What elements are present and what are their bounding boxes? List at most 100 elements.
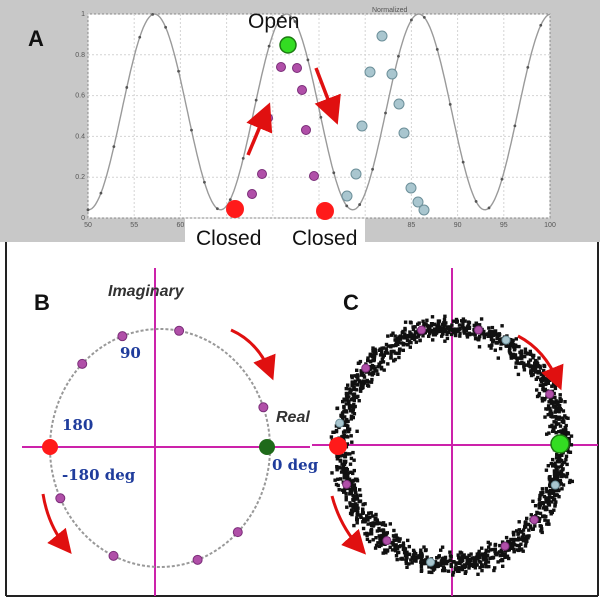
y-tick-label: 0.8: [75, 52, 85, 59]
scatter-point: [439, 559, 444, 563]
scatter-point: [392, 349, 396, 354]
scatter-point: [559, 482, 563, 486]
scatter-point: [344, 495, 348, 499]
scatter-point: [457, 556, 461, 560]
scatter-point: [554, 420, 558, 424]
scatter-point: [457, 566, 461, 570]
scatter-point: [335, 468, 339, 472]
scatter-point: [544, 486, 548, 491]
scatter-point: [417, 321, 421, 325]
scatter-point: [478, 334, 482, 339]
scatter-point: [352, 458, 356, 462]
scatter-point: [436, 564, 440, 568]
scatter-point: [349, 479, 353, 483]
scatter-point: [346, 419, 350, 423]
y-tick-labels: 0 0.2 0.4 0.6 0.8 1: [75, 11, 85, 222]
series-point: [371, 167, 374, 171]
scatter-point: [367, 372, 372, 376]
scatter-point: [376, 372, 380, 376]
scatter-point: [454, 317, 459, 322]
scatter-point: [369, 532, 374, 536]
scatter-point: [398, 544, 403, 548]
scatter-point: [489, 336, 494, 340]
scatter-point: [466, 561, 471, 565]
scatter-point: [419, 562, 424, 566]
scatter-point: [473, 560, 478, 564]
scatter-point: [560, 416, 564, 420]
scatter-point: [561, 409, 566, 413]
scatter-point: [511, 352, 516, 357]
scatter-point: [527, 360, 531, 364]
scatter-point: [383, 351, 388, 355]
scatter-point: [341, 488, 345, 492]
scatter-point: [516, 548, 521, 553]
scatter-point: [377, 534, 381, 538]
scatter-point: [557, 480, 562, 485]
scatter-point: [564, 433, 568, 437]
series-point: [539, 23, 543, 27]
scatter-point: [486, 549, 491, 553]
scatter-point: [426, 324, 431, 329]
scatter-point: [479, 317, 484, 321]
scatter-point: [436, 322, 441, 326]
scatter-point: [510, 546, 515, 550]
scatter-point: [374, 348, 378, 353]
scatter-point: [353, 477, 358, 481]
fall-marker: [301, 125, 311, 135]
scatter-point: [355, 395, 359, 400]
x-tick-label: 55: [130, 222, 138, 229]
scatter-point: [465, 335, 470, 339]
scatter-point: [356, 361, 361, 365]
scatter-point: [515, 358, 519, 362]
x-tick-label: 85: [408, 222, 416, 229]
scatter-point: [362, 520, 367, 524]
scatter-point: [484, 548, 488, 552]
scatter-point: [351, 384, 355, 388]
scatter-point: [405, 565, 409, 569]
scatter-point: [423, 322, 428, 326]
scatter-point: [349, 417, 353, 421]
scatter-point: [518, 530, 523, 534]
scatter-point: [354, 497, 359, 501]
scatter-point: [487, 344, 492, 348]
scatter-point: [395, 337, 399, 341]
scatter-point: [548, 424, 552, 429]
scatter-point: [543, 397, 547, 401]
scatter-point: [347, 403, 352, 408]
scatter-point: [409, 340, 413, 345]
scatter-point: [474, 563, 478, 567]
scatter-point: [532, 353, 536, 358]
scatter-point: [545, 432, 549, 436]
scatter-point: [498, 553, 502, 558]
scatter-point: [424, 561, 428, 566]
scatter-point: [381, 360, 386, 364]
scatter-point: [389, 356, 393, 360]
scatter-point: [538, 366, 543, 370]
scatter-point: [374, 512, 378, 517]
scatter-point: [561, 467, 565, 471]
scatter-point: [370, 377, 374, 382]
scatter-point: [498, 346, 503, 351]
scatter-point: [410, 336, 414, 340]
scatter-point: [513, 543, 517, 547]
scatter-point: [554, 408, 558, 412]
scatter-point: [498, 337, 502, 341]
scatter-point: [411, 327, 416, 332]
scatter-point: [373, 546, 378, 550]
scatter-point: [467, 564, 471, 568]
phase-point: [108, 550, 119, 561]
scatter-point: [395, 342, 400, 346]
scatter-point: [556, 415, 560, 419]
scatter-point: [361, 383, 365, 387]
scatter-point: [377, 348, 382, 352]
scatter-point: [419, 556, 423, 561]
scatter-point: [409, 334, 413, 338]
scatter-point: [570, 479, 574, 484]
scatter-point: [404, 561, 408, 565]
scatter-point: [384, 532, 389, 536]
scatter-point: [437, 554, 441, 558]
scatter-point: [543, 372, 547, 376]
scatter-point: [480, 563, 484, 567]
scatter-point: [341, 465, 345, 469]
scatter-point: [564, 454, 569, 458]
